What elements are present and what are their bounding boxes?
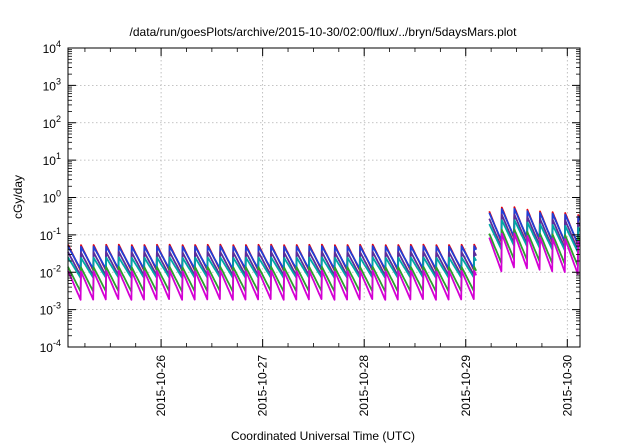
y-tick-label: 10-3 (40, 301, 61, 318)
y-tick-label: 10-2 (40, 263, 61, 280)
series-line (67, 232, 581, 301)
y-tick-label: 104 (43, 39, 61, 56)
x-tick-label: 2015-10-27 (256, 355, 270, 417)
y-tick-label: 10-4 (40, 338, 61, 355)
series-layer (67, 206, 581, 301)
y-tick-label: 101 (43, 151, 61, 168)
y-tick-label: 100 (43, 189, 61, 206)
y-tick-label: 10-1 (40, 226, 61, 243)
y-axis-label: cGy/day (11, 175, 25, 219)
grid-lines (68, 48, 580, 347)
x-tick-label: 2015-10-26 (154, 355, 168, 417)
x-tick-label: 2015-10-29 (459, 355, 473, 417)
x-axis: 2015-10-26 2015-10-27 2015-10-28 2015-10-29… (84, 48, 574, 417)
x-axis-label: Coordinated Universal Time (UTC) (231, 429, 415, 443)
chart-title: /data/run/goesPlots/archive/2015-10-30/0… (130, 25, 518, 39)
x-tick-label: 2015-10-30 (560, 355, 574, 417)
y-axis: 10-4 10-3 10-2 10-1 100 101 102 103 104 (40, 39, 580, 355)
y-tick-label: 102 (43, 114, 61, 131)
y-tick-label: 103 (43, 76, 61, 93)
x-tick-label: 2015-10-28 (357, 355, 371, 417)
